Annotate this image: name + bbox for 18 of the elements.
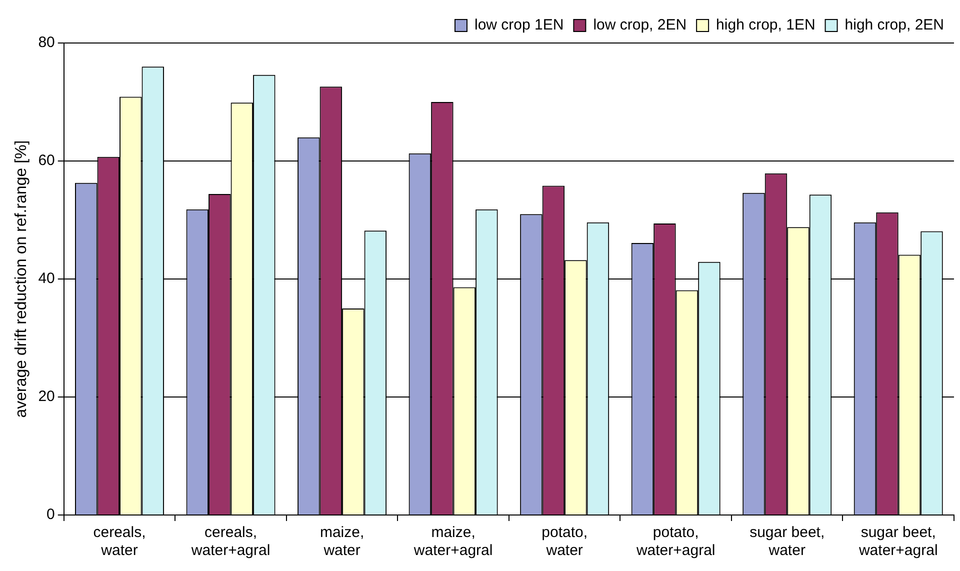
y-tick-label: 60 xyxy=(38,152,55,170)
legend-label: low crop 1EN xyxy=(474,16,564,34)
x-tick-label: sugar beet, water xyxy=(750,524,825,560)
x-tick-label: maize, water xyxy=(320,524,364,560)
legend-label: low crop, 2EN xyxy=(593,16,687,34)
x-tick-label: potato, water+agral xyxy=(635,524,716,560)
y-tick-label: 0 xyxy=(46,506,55,524)
legend-label: high crop, 1EN xyxy=(716,16,816,34)
y-tick-label: 80 xyxy=(38,34,55,52)
y-tick-label: 40 xyxy=(38,270,55,288)
x-tick-label: sugar beet, water+agral xyxy=(858,524,938,560)
y-axis-title: average drift reduction on ref.range [%] xyxy=(13,140,30,418)
x-tick-label: maize, water+agral xyxy=(412,524,493,560)
y-tick-label: 20 xyxy=(38,388,55,406)
x-tick-label: cereals, water xyxy=(93,524,146,560)
x-tick-label: cereals, water+agral xyxy=(190,524,270,560)
legend-label: high crop, 2EN xyxy=(844,16,944,34)
x-tick-label: potato, water xyxy=(542,524,588,560)
